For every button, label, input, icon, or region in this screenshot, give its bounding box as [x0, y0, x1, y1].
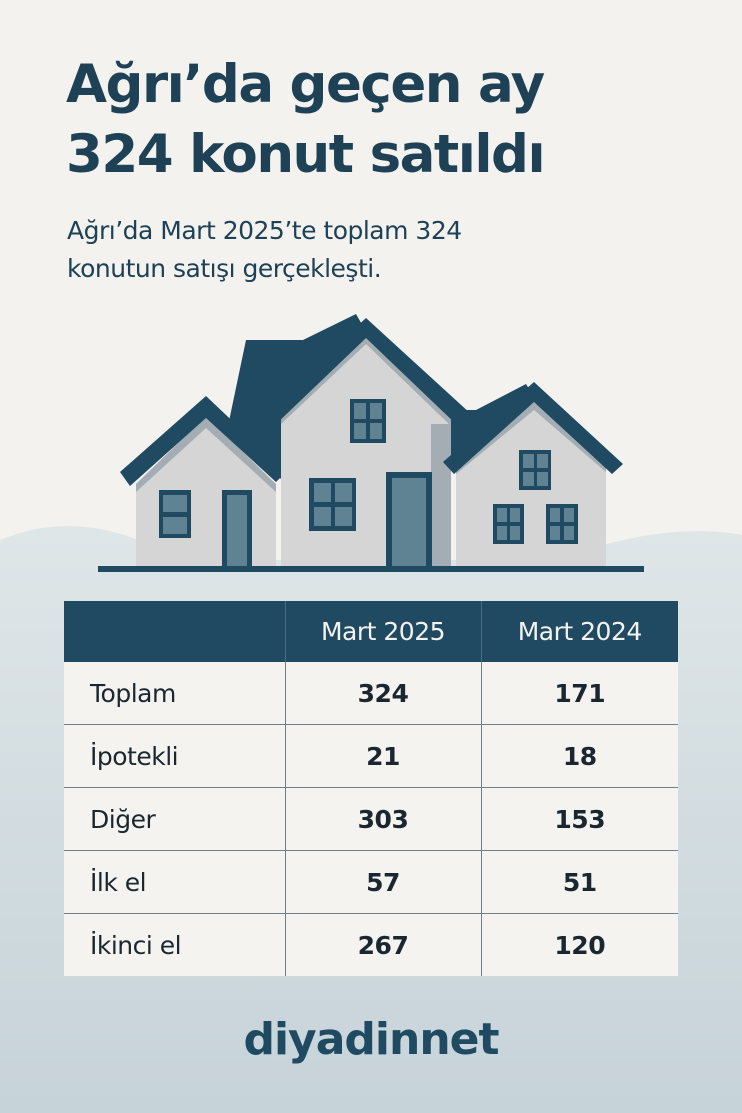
page-title: Ağrı’da geçen ay 324 konut satıldı [66, 50, 706, 190]
table-row-toplam: Toplam 324 171 [64, 662, 678, 725]
row-label: Toplam [64, 662, 285, 725]
row-label: Diğer [64, 787, 285, 851]
subtitle: Ağrı’da Mart 2025’te toplam 324 konutun … [67, 212, 627, 288]
row-label: İpotekli [64, 724, 285, 788]
title-line-1: Ağrı’da geçen ay [66, 54, 545, 115]
row-label: İlk el [64, 850, 285, 914]
column-header-mart-2025: Mart 2025 [284, 601, 481, 662]
table-row-ilk-el: İlk el 57 51 [64, 850, 678, 914]
subtitle-line-2: konutun satışı gerçekleşti. [67, 254, 382, 283]
column-header-label [64, 601, 285, 662]
table-row-ipotekli: İpotekli 21 18 [64, 724, 678, 788]
cell-mart-2025: 21 [284, 724, 481, 788]
cell-mart-2024: 171 [480, 662, 678, 725]
row-label: İkinci el [64, 913, 285, 976]
column-header-mart-2024: Mart 2024 [480, 601, 678, 662]
housing-sales-table: Mart 2025 Mart 2024 Toplam 324 171 İpote… [64, 601, 678, 976]
cell-mart-2024: 51 [480, 850, 678, 914]
table-row-ikinci-el: İkinci el 267 120 [64, 913, 678, 976]
cell-mart-2024: 18 [480, 724, 678, 788]
cell-mart-2025: 324 [284, 662, 481, 725]
brand-logo: diyadinnet [243, 1014, 499, 1065]
houses-illustration-icon [98, 314, 644, 572]
cell-mart-2025: 303 [284, 787, 481, 851]
cell-mart-2024: 120 [480, 913, 678, 976]
table-row-diger: Diğer 303 153 [64, 787, 678, 851]
table-header-row: Mart 2025 Mart 2024 [64, 601, 678, 662]
cell-mart-2025: 57 [284, 850, 481, 914]
title-line-2: 324 konut satıldı [66, 124, 546, 185]
subtitle-line-1: Ağrı’da Mart 2025’te toplam 324 [67, 216, 462, 245]
cell-mart-2025: 267 [284, 913, 481, 976]
cell-mart-2024: 153 [480, 787, 678, 851]
